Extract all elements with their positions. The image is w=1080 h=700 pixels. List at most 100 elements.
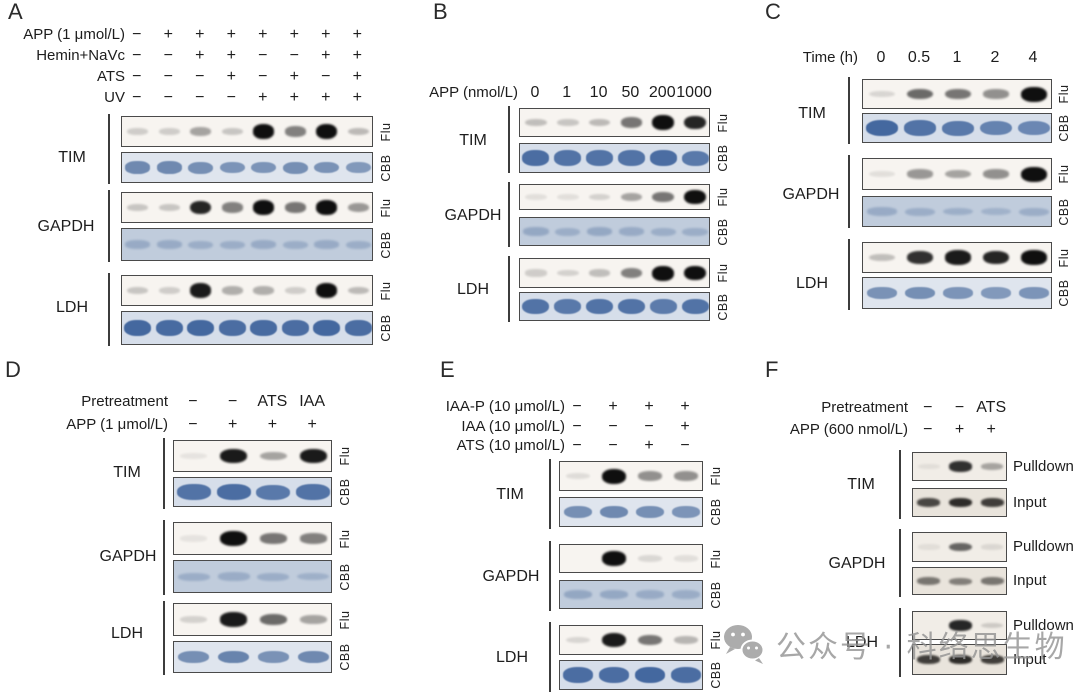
blot-band	[259, 533, 287, 544]
stain-label: Flu	[709, 549, 723, 568]
blot-band	[316, 283, 338, 298]
condition-value: +	[680, 398, 690, 415]
blot-band	[562, 667, 594, 683]
blot-band	[905, 287, 935, 299]
blot-band	[673, 471, 699, 481]
blot-band	[127, 203, 149, 212]
blot-strip-input	[912, 644, 1007, 675]
blot-band	[588, 193, 611, 201]
blot-strip-flu	[559, 544, 703, 573]
condition-value: ATS	[257, 393, 288, 410]
blot-band	[681, 150, 709, 166]
condition-value: 1	[952, 49, 962, 66]
stain-label: CBB	[379, 314, 393, 342]
blot-strip-input	[912, 567, 1007, 595]
blot-strip-flu	[121, 275, 373, 306]
blot-band	[565, 472, 591, 480]
stain-label: Input	[1013, 650, 1047, 668]
blot-band	[981, 463, 1004, 470]
stain-label: CBB	[1057, 114, 1071, 142]
blot-band	[620, 192, 643, 202]
group-bracket-line	[848, 239, 850, 310]
blot-band	[601, 468, 627, 484]
stain-label: Flu	[716, 187, 730, 207]
blot-band	[980, 207, 1012, 216]
stain-label: Pulldown	[1013, 457, 1074, 475]
blot-band	[983, 89, 1009, 99]
group-bracket-line	[108, 273, 110, 346]
blot-strip-flu	[862, 158, 1052, 190]
protein-label: TIM	[496, 486, 524, 503]
blot-band	[281, 320, 309, 336]
blot-band	[943, 287, 973, 299]
group-bracket-line	[899, 529, 901, 597]
group-bracket-line	[549, 459, 551, 529]
condition-value: −	[132, 68, 142, 85]
condition-label: Pretreatment	[821, 399, 908, 416]
stain-label: CBB	[338, 478, 352, 506]
blot-strip-flu	[173, 522, 332, 555]
blot-band	[945, 88, 971, 100]
group-bracket-line	[163, 438, 165, 509]
blot-band	[253, 286, 275, 295]
blot-band	[601, 632, 627, 648]
blot-band	[588, 269, 611, 277]
group-bracket-line	[899, 608, 901, 677]
stain-label: Flu	[379, 122, 393, 141]
condition-value: +	[163, 26, 173, 43]
blot-band	[314, 161, 340, 174]
condition-value: 200	[648, 84, 676, 101]
blot-band	[980, 655, 1004, 664]
condition-value: +	[267, 416, 278, 433]
blot-band	[296, 484, 330, 500]
blot-band	[220, 448, 248, 464]
condition-value: −	[923, 399, 933, 416]
blot-band	[190, 200, 212, 215]
condition-value: −	[923, 421, 933, 438]
blot-band	[634, 667, 666, 683]
condition-value: +	[321, 89, 331, 106]
condition-label: APP (600 nmol/L)	[789, 421, 908, 438]
condition-value: −	[644, 418, 654, 435]
group-bracket-line	[848, 155, 850, 228]
protein-label: LDH	[55, 299, 88, 316]
protein-label: LDH	[456, 281, 489, 298]
condition-value: −	[680, 437, 690, 454]
group-bracket-line	[163, 601, 165, 675]
blot-band	[1018, 207, 1050, 216]
condition-value: 0.5	[907, 49, 931, 66]
blot-band	[620, 267, 643, 279]
blot-band	[555, 227, 581, 236]
blot-strip-flu	[173, 440, 332, 472]
blot-band	[866, 207, 898, 216]
panel-e-label: E	[440, 357, 455, 382]
blot-band	[127, 286, 149, 295]
blot-band	[586, 298, 614, 315]
blot-band	[1019, 287, 1049, 299]
condition-value: +	[226, 26, 236, 43]
blot-strip-flu	[559, 625, 703, 655]
blot-band	[124, 320, 152, 336]
condition-value: +	[258, 26, 268, 43]
blot-band	[945, 250, 971, 265]
blot-strip-cbb	[173, 641, 332, 673]
condition-value: −	[163, 68, 173, 85]
stain-label: CBB	[379, 230, 393, 259]
stain-label: Pulldown	[1013, 616, 1074, 634]
blot-band	[650, 227, 676, 236]
blot-band	[522, 150, 550, 166]
condition-label: IAA (10 μmol/L)	[461, 418, 565, 435]
blot-band	[125, 240, 151, 249]
blot-band	[981, 287, 1011, 299]
condition-value: 0	[876, 49, 886, 66]
blot-band	[158, 203, 180, 212]
blot-band	[253, 200, 275, 215]
blot-band	[652, 265, 675, 281]
blot-band	[158, 127, 180, 136]
blot-band	[347, 127, 369, 136]
blot-strip-cbb	[173, 560, 332, 593]
protein-label: TIM	[459, 132, 487, 149]
blot-strip-cbb	[862, 196, 1052, 227]
blot-strip-cbb	[121, 228, 373, 261]
blot-band	[297, 650, 329, 664]
